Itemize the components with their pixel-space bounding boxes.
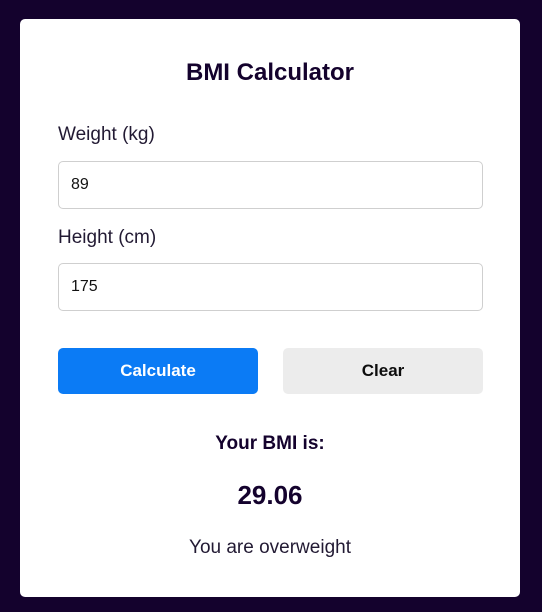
calculate-button[interactable]: Calculate xyxy=(58,348,258,394)
bmi-calculator-card: BMI Calculator Weight (kg) Height (cm) C… xyxy=(20,19,520,597)
weight-input[interactable] xyxy=(58,161,483,209)
bmi-value: 29.06 xyxy=(237,480,303,510)
clear-button[interactable]: Clear xyxy=(283,348,483,394)
height-input[interactable] xyxy=(58,263,483,311)
page-title: BMI Calculator xyxy=(185,59,355,86)
height-label: Height (cm) xyxy=(58,227,157,248)
bmi-category-message: You are overweight xyxy=(189,537,351,558)
weight-label: Weight (kg) xyxy=(58,124,155,145)
result-label: Your BMI is: xyxy=(215,433,325,454)
